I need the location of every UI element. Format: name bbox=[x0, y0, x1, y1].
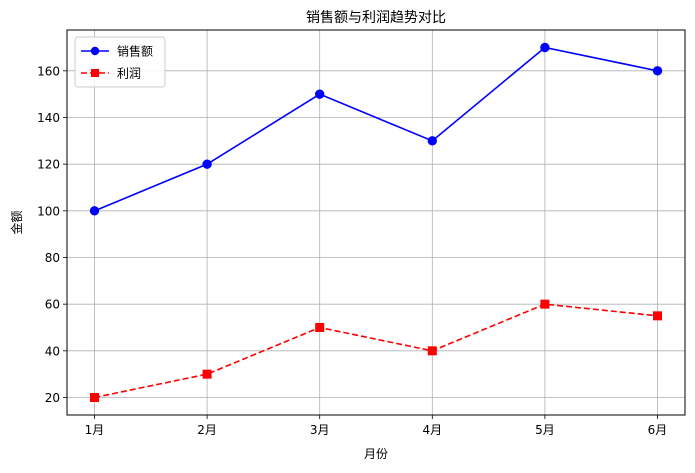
legend-item: 利润 bbox=[81, 67, 141, 81]
data-point bbox=[202, 159, 212, 169]
y-tick-label: 40 bbox=[45, 344, 60, 358]
y-tick-label: 100 bbox=[37, 204, 60, 218]
data-point bbox=[427, 136, 437, 146]
y-tick-label: 60 bbox=[45, 298, 60, 312]
x-tick-label: 4月 bbox=[422, 423, 442, 437]
y-tick-label: 80 bbox=[45, 251, 60, 265]
x-tick-label: 5月 bbox=[535, 423, 555, 437]
data-point bbox=[315, 89, 325, 99]
y-tick-label: 160 bbox=[37, 64, 60, 78]
legend-item: 销售额 bbox=[81, 44, 153, 59]
y-tick-label: 120 bbox=[37, 158, 60, 172]
series-group bbox=[89, 42, 663, 402]
data-point bbox=[652, 311, 662, 321]
data-point bbox=[540, 299, 550, 309]
chart-title: 销售额与利润趋势对比 bbox=[306, 10, 446, 26]
x-tick-label: 1月 bbox=[85, 423, 105, 437]
data-point bbox=[315, 323, 325, 332]
plot-area-frame bbox=[66, 29, 686, 416]
data-point bbox=[540, 42, 550, 53]
data-point bbox=[202, 369, 212, 379]
series-line bbox=[94, 46, 658, 212]
legend-marker bbox=[90, 46, 100, 56]
x-axis-label: 月份 bbox=[364, 447, 388, 461]
legend-marker bbox=[91, 69, 99, 77]
y-tick-label: 140 bbox=[37, 111, 60, 125]
y-tick-label: 20 bbox=[45, 391, 60, 405]
legend-label: 销售额 bbox=[117, 44, 153, 59]
data-point bbox=[89, 206, 100, 216]
series-line bbox=[94, 303, 658, 399]
data-point bbox=[652, 66, 663, 76]
data-point bbox=[427, 346, 437, 356]
x-tick-label: 2月 bbox=[197, 423, 217, 437]
x-tick-label: 6月 bbox=[648, 423, 668, 437]
legend-label: 利润 bbox=[117, 67, 141, 81]
y-axis-label: 金额 bbox=[9, 210, 24, 234]
series-2 bbox=[90, 299, 662, 402]
series-1 bbox=[89, 42, 663, 216]
x-tick-label: 3月 bbox=[310, 423, 330, 437]
axis-ticks: 1月 2月 3月 4月 5月 6月 20 40 60 80 100 120 140 160 bbox=[37, 64, 667, 437]
data-point bbox=[90, 393, 100, 402]
